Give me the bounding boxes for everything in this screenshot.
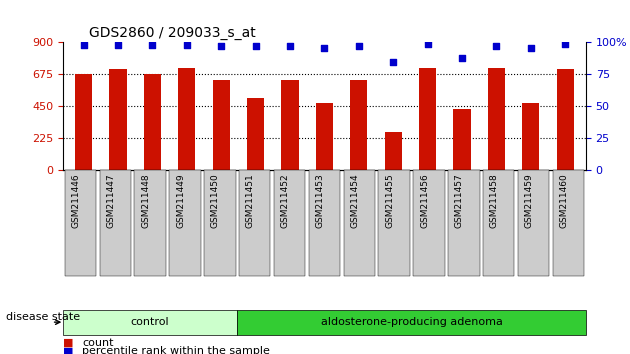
- Bar: [522, 103, 539, 170]
- Bar: [110, 69, 127, 170]
- Point: [457, 55, 467, 61]
- Bar: [454, 109, 471, 170]
- Text: GSM211446: GSM211446: [71, 173, 81, 228]
- Point: [388, 59, 398, 64]
- Text: count: count: [82, 338, 113, 348]
- Point: [113, 42, 123, 48]
- Point: [526, 45, 536, 50]
- Text: ■: ■: [63, 346, 74, 354]
- Text: ■: ■: [63, 338, 74, 348]
- Point: [147, 42, 158, 48]
- Bar: [350, 80, 367, 170]
- Bar: [144, 74, 161, 170]
- Text: GSM211447: GSM211447: [106, 173, 115, 228]
- Point: [560, 41, 570, 47]
- Bar: [247, 98, 264, 170]
- Text: GSM211459: GSM211459: [525, 173, 534, 228]
- Text: GSM211454: GSM211454: [350, 173, 359, 228]
- Point: [216, 44, 226, 49]
- Text: percentile rank within the sample: percentile rank within the sample: [82, 346, 270, 354]
- Point: [79, 42, 89, 48]
- Text: GSM211452: GSM211452: [280, 173, 290, 228]
- Text: GSM211449: GSM211449: [176, 173, 185, 228]
- Bar: [385, 132, 402, 170]
- Text: GSM211456: GSM211456: [420, 173, 429, 228]
- Text: aldosterone-producing adenoma: aldosterone-producing adenoma: [321, 317, 503, 327]
- Point: [491, 44, 501, 49]
- Point: [423, 41, 433, 47]
- Text: GSM211450: GSM211450: [211, 173, 220, 228]
- Point: [319, 45, 329, 50]
- Text: disease state: disease state: [6, 312, 81, 322]
- Bar: [557, 69, 574, 170]
- Point: [285, 44, 295, 49]
- Text: GSM211455: GSM211455: [385, 173, 394, 228]
- Bar: [213, 80, 230, 170]
- Text: control: control: [131, 317, 169, 327]
- Bar: [488, 68, 505, 170]
- Text: GSM211460: GSM211460: [559, 173, 568, 228]
- Bar: [282, 80, 299, 170]
- Text: GSM211448: GSM211448: [141, 173, 150, 228]
- Point: [251, 44, 261, 49]
- Text: GSM211453: GSM211453: [316, 173, 324, 228]
- Bar: [419, 68, 436, 170]
- Point: [182, 42, 192, 48]
- Text: GSM211458: GSM211458: [490, 173, 499, 228]
- Text: GDS2860 / 209033_s_at: GDS2860 / 209033_s_at: [89, 26, 256, 40]
- Text: GSM211457: GSM211457: [455, 173, 464, 228]
- Text: GSM211451: GSM211451: [246, 173, 255, 228]
- Point: [354, 44, 364, 49]
- Bar: [178, 68, 195, 170]
- Bar: [75, 74, 92, 170]
- Bar: [316, 103, 333, 170]
